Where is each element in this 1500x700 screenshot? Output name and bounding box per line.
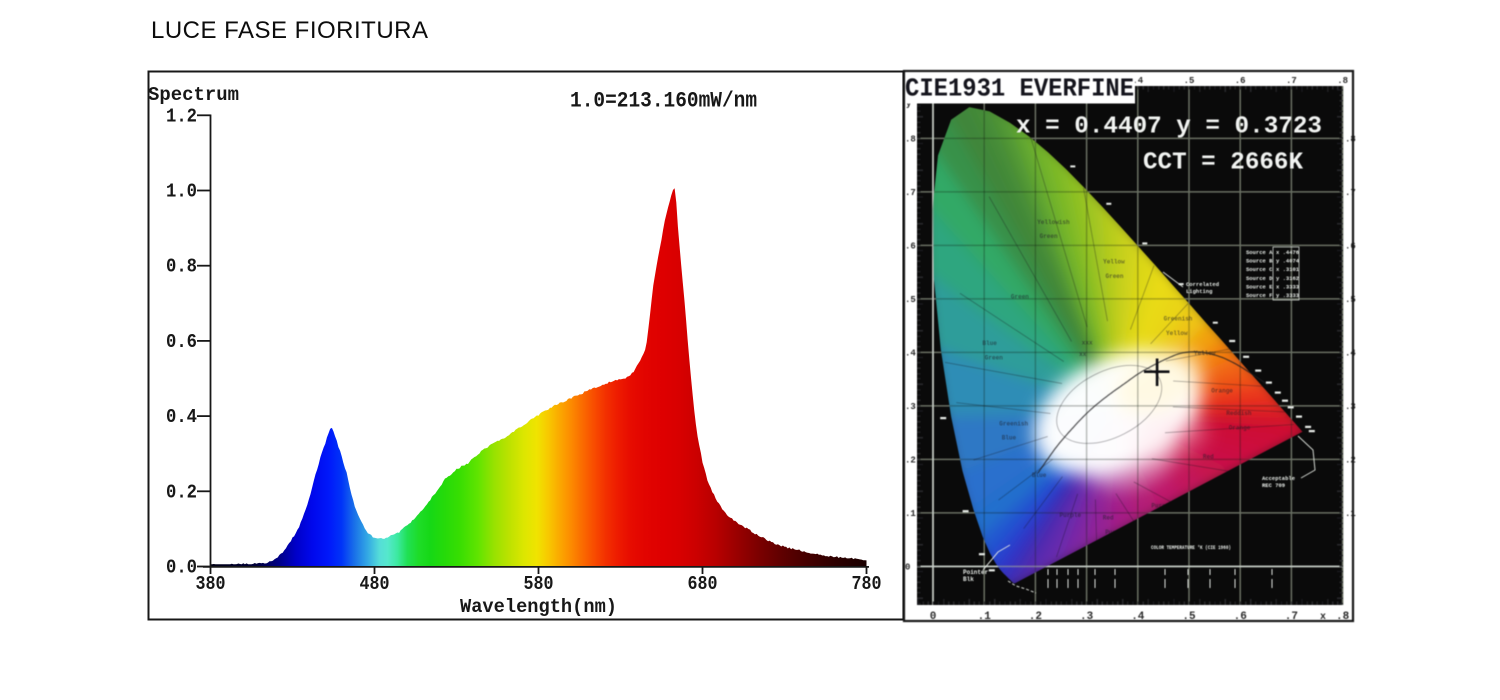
svg-text:.8: .8 [905,134,916,144]
svg-text:Purple: Purple [1060,512,1082,519]
svg-text:.6: .6 [905,241,916,251]
svg-text:Spectrum: Spectrum [148,84,239,106]
svg-text:0.2: 0.2 [166,481,197,503]
svg-text:Correlated: Correlated [1186,281,1219,288]
svg-text:Source F: Source F [1246,292,1272,299]
svg-text:0: 0 [930,611,937,623]
svg-text:Wavelength(nm): Wavelength(nm) [460,596,617,618]
svg-text:.5: .5 [905,295,916,305]
svg-text:Greenish: Greenish [999,420,1028,427]
svg-text:y .4074: y .4074 [1276,258,1300,265]
svg-text:x .3101: x .3101 [1276,266,1300,273]
svg-text:.4: .4 [1132,76,1143,86]
svg-text:580: 580 [524,573,554,595]
svg-text:1.2: 1.2 [166,105,197,127]
svg-text:x .4476: x .4476 [1276,249,1299,256]
svg-text:.3: .3 [1345,402,1356,412]
svg-text:y: y [906,99,912,109]
svg-text:780: 780 [852,573,882,595]
svg-text:Yellow: Yellow [1194,350,1216,357]
svg-text:.6: .6 [1345,241,1356,251]
svg-text:480: 480 [360,573,390,595]
svg-text:.2: .2 [905,455,916,465]
svg-text:0.4: 0.4 [166,406,197,428]
svg-text:.8: .8 [1345,134,1356,144]
svg-text:.8: .8 [1337,76,1348,86]
svg-text:Blk: Blk [963,576,974,583]
svg-text:Red: Red [1103,515,1114,522]
svg-text:CCT = 2666K: CCT = 2666K [1143,150,1303,177]
svg-text:y .3333: y .3333 [1276,292,1300,299]
svg-text:Source A: Source A [1246,249,1273,256]
svg-text:.7: .7 [905,188,916,198]
svg-text:Source B: Source B [1246,258,1273,265]
svg-text:Yellow: Yellow [1166,330,1188,337]
svg-text:x .3333: x .3333 [1276,283,1300,290]
svg-text:x: x [1320,612,1326,623]
svg-text:.4: .4 [1345,348,1356,358]
svg-text:Orange: Orange [1211,387,1233,394]
svg-text:.1: .1 [905,509,916,519]
svg-text:Green: Green [1106,273,1124,280]
svg-text:LUCE FASE FIORITURA: LUCE FASE FIORITURA [151,17,428,44]
svg-text:1.0=213.160mW/nm: 1.0=213.160mW/nm [570,89,757,114]
svg-text:Orange: Orange [1229,425,1251,432]
svg-text:COLOR TEMPERATURE °K (CIE 1960: COLOR TEMPERATURE °K (CIE 1960) [1151,544,1231,551]
svg-text:Reddish: Reddish [1226,410,1252,417]
svg-text:REC 709: REC 709 [1262,482,1285,489]
svg-text:.6: .6 [1235,76,1246,86]
svg-text:Greenish: Greenish [1164,316,1193,323]
svg-text:Blue: Blue [982,340,997,347]
svg-text:.3: .3 [905,402,916,412]
svg-text:1.0: 1.0 [166,181,197,203]
svg-text:x = 0.4407 y = 0.3723: x = 0.4407 y = 0.3723 [1016,114,1322,141]
svg-text:0: 0 [905,562,910,572]
svg-text:380: 380 [196,573,226,595]
svg-text:Green: Green [1011,294,1029,301]
svg-text:.7: .7 [1286,76,1297,86]
svg-text:CIE1931 EVERFINE: CIE1931 EVERFINE [905,74,1134,104]
svg-text:Source D: Source D [1246,275,1273,282]
svg-text:Blue: Blue [1002,435,1017,442]
svg-text:Blue: Blue [1032,472,1047,479]
svg-text:680: 680 [688,573,718,595]
svg-text:Source C: Source C [1246,266,1273,273]
svg-text:xxx: xxx [1082,339,1093,346]
svg-text:.5: .5 [1184,76,1195,86]
svg-text:Pointer: Pointer [963,569,989,576]
svg-text:xx: xx [1079,351,1087,358]
svg-text:y .3162: y .3162 [1276,275,1299,282]
svg-text:Yellow: Yellow [1103,259,1125,266]
svg-text:0.8: 0.8 [166,256,197,278]
svg-text:Lighting: Lighting [1186,288,1212,295]
svg-text:.7: .7 [1345,188,1356,198]
svg-text:Source E: Source E [1246,283,1273,290]
svg-text:0.6: 0.6 [166,331,197,353]
svg-text:Yellowish: Yellowish [1037,219,1070,226]
svg-text:.5: .5 [1345,295,1356,305]
svg-text:Green: Green [985,354,1003,361]
svg-text:Acceptable: Acceptable [1262,475,1296,482]
svg-text:.1: .1 [1345,509,1356,519]
svg-text:Green: Green [1040,233,1058,240]
svg-text:Red: Red [1203,453,1214,460]
svg-text:.2: .2 [1345,455,1356,465]
svg-text:0.0: 0.0 [166,557,197,579]
svg-text:.4: .4 [905,348,916,358]
